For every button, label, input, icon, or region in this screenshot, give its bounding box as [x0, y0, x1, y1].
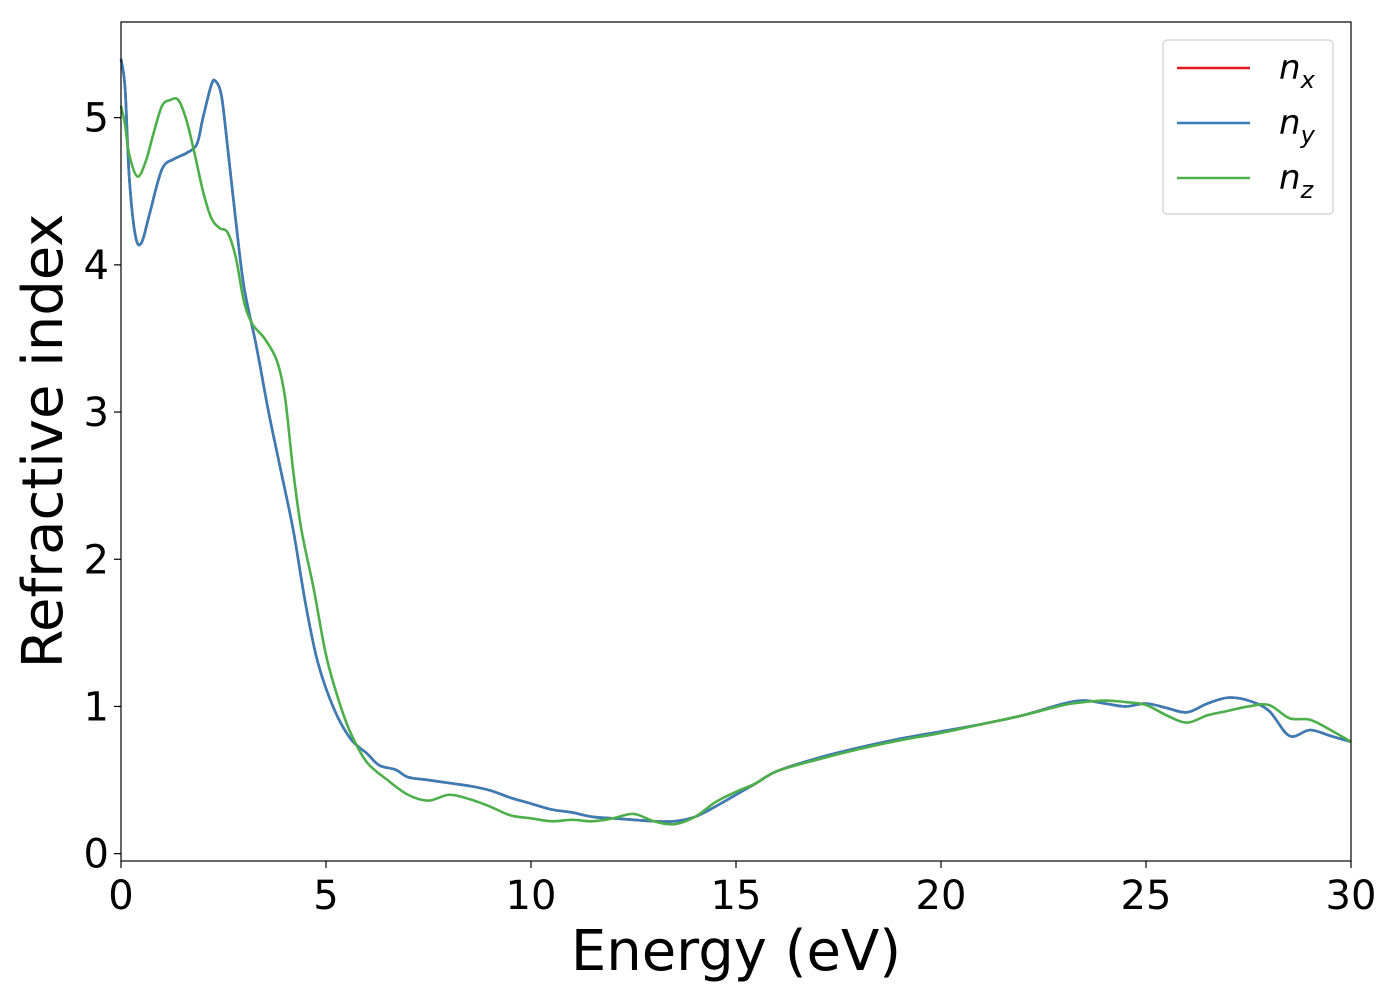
x-tick-label: 30 — [1326, 873, 1377, 919]
legend-label-nx: nx — [1279, 48, 1316, 94]
y-tick-label: 2 — [84, 537, 109, 583]
x-tick-label: 5 — [313, 873, 338, 919]
x-tick-label: 25 — [1121, 873, 1172, 919]
y-axis-label: Refractive index — [11, 214, 76, 669]
legend-label-ny: ny — [1279, 103, 1316, 149]
y-tick-label: 5 — [84, 96, 109, 142]
x-axis-ticks: 0 5 10 15 20 25 30 — [108, 861, 1376, 919]
series-line-ny — [119, 58, 1352, 823]
x-tick-label: 15 — [711, 873, 762, 919]
x-tick-label: 10 — [506, 873, 557, 919]
legend-box — [1162, 39, 1334, 215]
series-line-nz — [119, 96, 1352, 826]
y-axis-ticks: 0 1 2 3 4 5 — [84, 96, 121, 878]
x-tick-label: 20 — [916, 873, 967, 919]
plot-lines — [119, 58, 1352, 826]
x-axis-label: Energy (eV) — [571, 919, 901, 984]
x-tick-label: 0 — [108, 873, 133, 919]
legend: nx ny nz — [1162, 39, 1334, 215]
y-tick-label: 0 — [84, 832, 109, 878]
y-tick-label: 4 — [84, 243, 109, 289]
y-tick-label: 1 — [84, 684, 109, 730]
y-tick-label: 3 — [84, 390, 109, 436]
legend-label-nz: nz — [1279, 158, 1315, 204]
